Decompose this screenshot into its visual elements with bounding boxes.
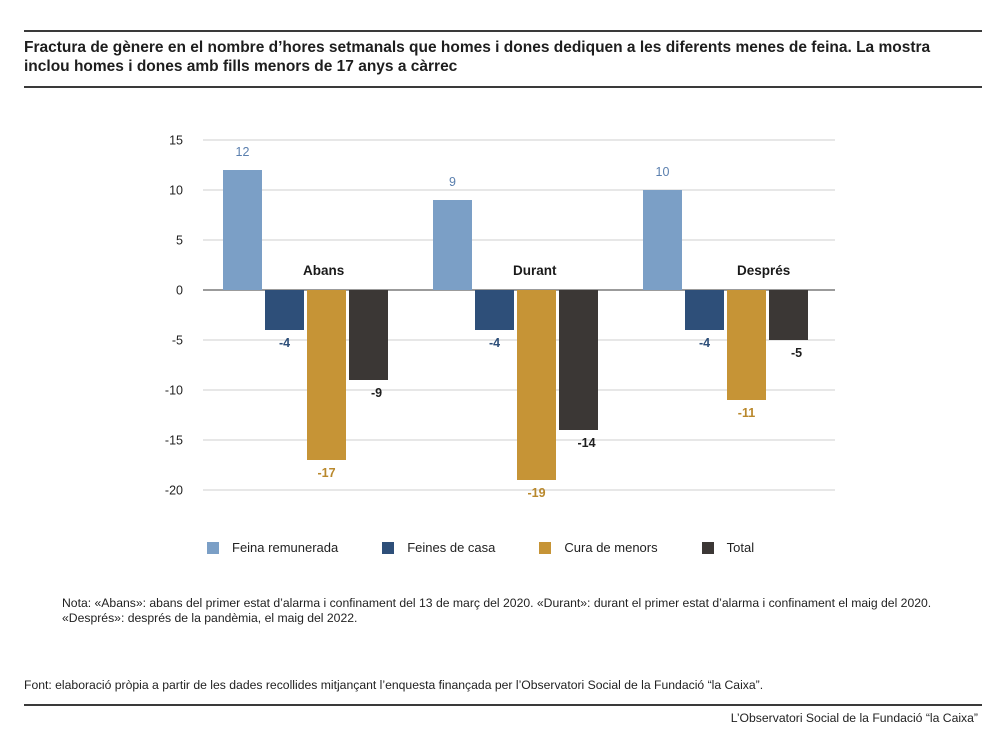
title-rule (24, 86, 982, 88)
bar-1-durant (433, 200, 472, 290)
bar-3-abans (307, 290, 346, 460)
category-label-durant: Durant (513, 263, 557, 278)
chart-title: Fractura de gènere en el nombre d’hores … (24, 39, 931, 75)
data-label: -11 (738, 406, 755, 420)
data-label: -9 (371, 386, 382, 400)
category-label-després: Després (737, 263, 790, 278)
top-rule (24, 30, 982, 32)
credit-line: L’Observatori Social de la Fundació “la … (730, 711, 978, 725)
legend-swatch (382, 541, 395, 554)
chart-source: Font: elaboració pròpia a partir de les … (24, 678, 764, 692)
y-tick-label: -15 (165, 434, 183, 448)
y-tick-label: 0 (176, 284, 183, 298)
data-label: 12 (236, 145, 250, 159)
legend-label: Feina remunerada (232, 540, 339, 555)
data-label: -5 (791, 346, 802, 360)
bar-2-durant (475, 290, 514, 330)
data-label: 9 (449, 175, 456, 189)
bar-3-després (727, 290, 766, 400)
chart-legend: Feina remunerada Feines de casa Cura de me… (207, 540, 798, 555)
bottom-rule (24, 704, 982, 706)
data-label: -14 (577, 436, 595, 450)
y-tick-label: 15 (169, 134, 183, 148)
legend-swatch (539, 541, 552, 554)
bar-4-després (769, 290, 808, 340)
data-label: -4 (279, 336, 290, 350)
legend-label: Total (726, 540, 755, 555)
y-tick-label: 5 (176, 234, 183, 248)
y-tick-label: -10 (165, 384, 183, 398)
legend-item: Feina remunerada (207, 540, 338, 555)
legend-label: Feines de casa (407, 540, 496, 555)
y-tick-label: 10 (169, 184, 183, 198)
bar-2-després (685, 290, 724, 330)
y-tick-label: -20 (165, 484, 183, 498)
bar-1-després (643, 190, 682, 290)
y-tick-label: -5 (172, 334, 183, 348)
legend-item: Total (701, 540, 755, 555)
data-label: -4 (699, 336, 710, 350)
bar-4-abans (349, 290, 388, 380)
bar-2-abans (265, 290, 304, 330)
data-label: -19 (527, 486, 545, 500)
bar-4-durant (559, 290, 598, 430)
legend-item: Feines de casa (382, 540, 495, 555)
legend-label: Cura de menors (564, 540, 658, 555)
bar-1-abans (223, 170, 262, 290)
legend-swatch (701, 541, 714, 554)
category-label-abans: Abans (303, 263, 344, 278)
chart-note: Nota: «Abans»: abans del primer estat d’… (62, 596, 932, 625)
data-label: 10 (656, 165, 670, 179)
bar-3-durant (517, 290, 556, 480)
data-label: -4 (489, 336, 500, 350)
legend-swatch (207, 541, 219, 554)
bar-chart: 15 10 5 0 -5 -10 -15 -20 12 -4 -17 -9 Abans 9 -4 -19 -14… (165, 134, 835, 500)
legend-item: Cura de menors (539, 540, 658, 555)
data-label: -17 (317, 466, 335, 480)
